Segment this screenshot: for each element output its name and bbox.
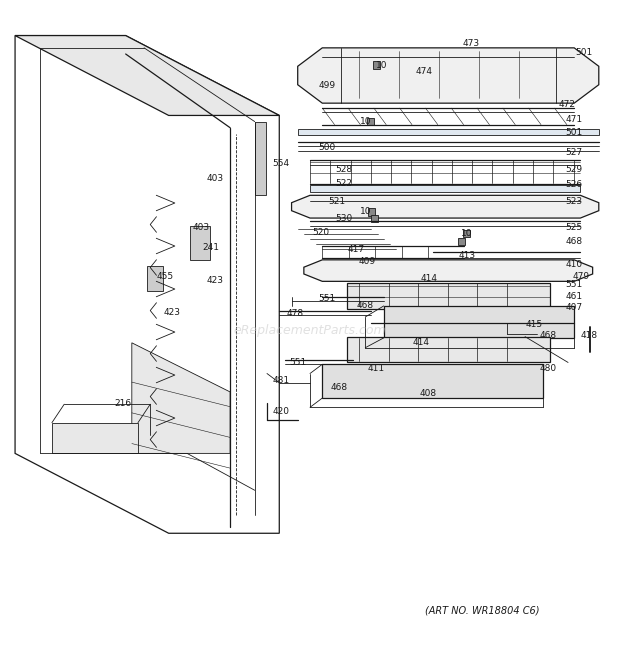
Polygon shape xyxy=(291,195,599,218)
Polygon shape xyxy=(52,422,138,453)
Text: 551: 551 xyxy=(565,280,583,289)
Text: 530: 530 xyxy=(335,214,352,223)
Bar xyxy=(371,215,378,222)
Polygon shape xyxy=(132,343,230,453)
Polygon shape xyxy=(304,260,593,282)
Text: 521: 521 xyxy=(328,197,345,206)
Text: 414: 414 xyxy=(420,274,437,283)
Polygon shape xyxy=(347,336,550,362)
Text: 423: 423 xyxy=(163,307,180,317)
Text: 10: 10 xyxy=(360,117,371,126)
Text: 501: 501 xyxy=(565,128,583,137)
Text: 461: 461 xyxy=(565,292,583,301)
Text: 468: 468 xyxy=(539,331,556,340)
Text: 418: 418 xyxy=(581,331,598,340)
Text: 501: 501 xyxy=(575,48,592,58)
Bar xyxy=(366,118,374,126)
Text: 403: 403 xyxy=(206,174,223,182)
Text: 423: 423 xyxy=(206,276,223,285)
Text: 468: 468 xyxy=(565,237,583,246)
Bar xyxy=(463,230,471,237)
Text: 499: 499 xyxy=(319,81,336,91)
Text: 525: 525 xyxy=(565,223,583,232)
Polygon shape xyxy=(298,48,599,103)
Polygon shape xyxy=(347,282,550,309)
Text: 520: 520 xyxy=(312,227,330,237)
Text: 415: 415 xyxy=(526,320,543,329)
Text: 551: 551 xyxy=(319,294,336,303)
Text: 10: 10 xyxy=(376,61,388,69)
Text: 529: 529 xyxy=(565,165,583,174)
Text: 10: 10 xyxy=(461,229,472,238)
Text: 527: 527 xyxy=(565,148,583,157)
Polygon shape xyxy=(384,306,574,338)
Text: 408: 408 xyxy=(420,389,437,398)
Polygon shape xyxy=(322,364,544,398)
Bar xyxy=(190,226,210,260)
Text: 481: 481 xyxy=(273,376,290,385)
Text: 410: 410 xyxy=(565,260,583,268)
Polygon shape xyxy=(298,129,599,135)
Text: 411: 411 xyxy=(368,364,385,373)
Bar xyxy=(458,238,466,245)
Text: (ART NO. WR18804 C6): (ART NO. WR18804 C6) xyxy=(425,605,539,615)
Text: 471: 471 xyxy=(565,115,583,124)
Text: 479: 479 xyxy=(573,272,590,281)
Text: 417: 417 xyxy=(348,245,365,254)
Text: 473: 473 xyxy=(463,39,479,48)
Text: 500: 500 xyxy=(319,143,336,152)
Polygon shape xyxy=(15,36,279,116)
Text: 478: 478 xyxy=(286,309,303,318)
Text: 472: 472 xyxy=(559,100,575,109)
Text: 414: 414 xyxy=(412,338,429,347)
Text: 522: 522 xyxy=(335,178,352,188)
Text: 403: 403 xyxy=(193,223,210,232)
Text: 474: 474 xyxy=(415,67,432,76)
Text: 468: 468 xyxy=(330,383,347,391)
Text: 455: 455 xyxy=(157,272,174,281)
Text: 526: 526 xyxy=(565,180,583,189)
Text: eReplacementParts.com: eReplacementParts.com xyxy=(234,324,386,337)
Text: 480: 480 xyxy=(539,364,556,373)
Polygon shape xyxy=(310,186,580,192)
Text: 528: 528 xyxy=(335,165,352,174)
Text: 420: 420 xyxy=(273,407,290,416)
Text: 409: 409 xyxy=(358,257,376,266)
Text: 407: 407 xyxy=(565,303,583,311)
Text: 413: 413 xyxy=(458,251,476,260)
Bar xyxy=(373,61,380,69)
Bar xyxy=(368,208,375,215)
Text: 551: 551 xyxy=(289,358,306,367)
Text: 241: 241 xyxy=(202,243,219,252)
Text: 554: 554 xyxy=(273,159,290,168)
Bar xyxy=(147,266,162,291)
Text: 523: 523 xyxy=(565,197,583,206)
Bar xyxy=(255,122,266,195)
Text: 468: 468 xyxy=(356,301,374,311)
Text: 216: 216 xyxy=(114,399,131,407)
Text: 10: 10 xyxy=(360,208,371,216)
